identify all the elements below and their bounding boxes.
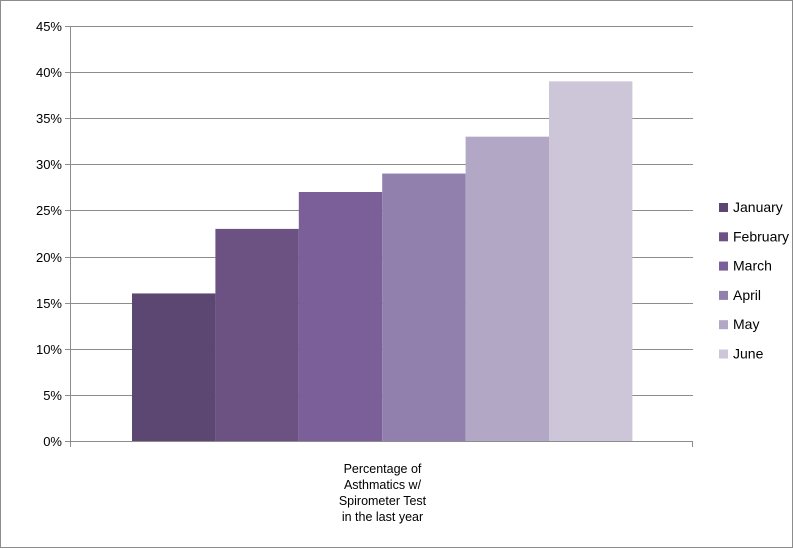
y-tick-label: 5% (43, 388, 62, 403)
legend: January February March April May June (719, 199, 789, 362)
bar-february (215, 228, 299, 441)
y-tick-label: 15% (36, 296, 62, 311)
y-tick-label: 30% (36, 157, 62, 172)
legend-label: June (733, 346, 764, 362)
y-tick-label: 10% (36, 342, 62, 357)
bar-march (298, 192, 383, 441)
x-category-label-line: Percentage of (344, 462, 422, 476)
legend-swatch (719, 290, 728, 300)
y-tick-label: 35% (36, 111, 62, 126)
bar-april (382, 173, 466, 442)
x-category-label-line: in the last year (342, 510, 423, 524)
axes (65, 26, 693, 447)
legend-label: March (733, 258, 772, 274)
x-category-label-line: Asthmatics w/ (344, 478, 422, 492)
legend-item-march: March (719, 258, 772, 274)
bar-may (465, 136, 549, 441)
legend-item-june: June (719, 346, 764, 362)
bars (132, 81, 633, 442)
legend-label: January (733, 199, 783, 215)
legend-swatch (719, 349, 728, 359)
legend-item-february: February (719, 228, 789, 244)
y-tick-label: 45% (36, 19, 62, 34)
legend-swatch (719, 261, 728, 271)
legend-item-may: May (719, 316, 759, 332)
legend-swatch (719, 232, 728, 242)
y-tick-label: 40% (36, 65, 62, 80)
y-tick-label: 0% (43, 434, 62, 449)
legend-label: May (733, 316, 759, 332)
x-category-label: Percentage of Asthmatics w/Spirometer Tes… (339, 462, 427, 524)
legend-label: April (733, 287, 761, 303)
bar-june (549, 81, 633, 441)
bar-january (132, 293, 216, 441)
y-tick-label: 25% (36, 203, 62, 218)
legend-swatch (719, 203, 728, 212)
y-tick-label: 20% (36, 250, 62, 265)
legend-label: February (733, 228, 789, 244)
y-tick-labels: 0% 5% 10% 15% 20% 25% 30% 35% 40% 45% (36, 19, 62, 449)
legend-swatch (719, 320, 728, 330)
legend-item-january: January (719, 199, 783, 215)
x-category-label-line: Spirometer Test (339, 494, 427, 508)
legend-item-april: April (719, 287, 761, 303)
